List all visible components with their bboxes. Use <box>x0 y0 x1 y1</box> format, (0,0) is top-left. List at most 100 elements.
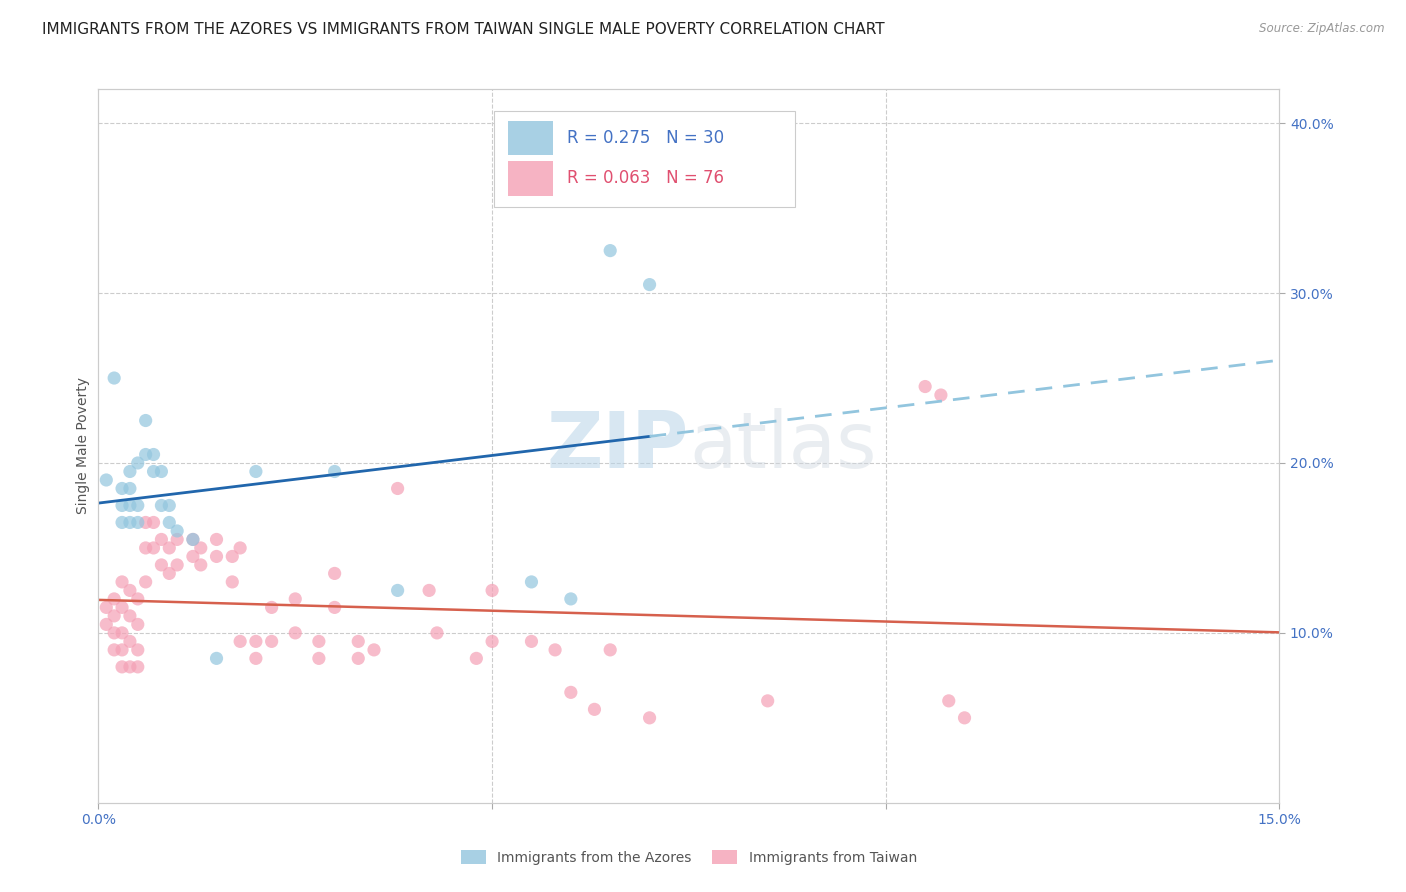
Point <box>347 651 370 665</box>
Point <box>103 643 125 657</box>
Point <box>387 583 409 598</box>
Point <box>111 499 134 513</box>
Point <box>96 473 118 487</box>
Point <box>118 660 141 674</box>
Point <box>96 617 118 632</box>
Point <box>308 651 330 665</box>
Text: R = 0.063   N = 76: R = 0.063 N = 76 <box>567 169 724 187</box>
Point <box>181 549 204 564</box>
Point <box>481 634 503 648</box>
Point <box>157 499 180 513</box>
Point <box>756 694 779 708</box>
Text: ZIP: ZIP <box>547 408 689 484</box>
Point <box>103 591 125 606</box>
Text: Source: ZipAtlas.com: Source: ZipAtlas.com <box>1260 22 1385 36</box>
Point <box>323 465 346 479</box>
Point <box>560 685 582 699</box>
Point <box>284 626 307 640</box>
Point <box>308 634 330 648</box>
Point <box>166 558 188 572</box>
Point <box>560 591 582 606</box>
Point <box>929 388 952 402</box>
Point <box>135 448 157 462</box>
Point <box>111 626 134 640</box>
Point <box>111 660 134 674</box>
Point <box>599 244 621 258</box>
Point <box>181 533 204 547</box>
Point <box>260 634 283 648</box>
Point <box>157 516 180 530</box>
Point <box>118 465 141 479</box>
FancyBboxPatch shape <box>494 111 796 207</box>
Point <box>166 524 188 538</box>
Point <box>323 600 346 615</box>
Point <box>111 574 134 589</box>
FancyBboxPatch shape <box>508 161 553 195</box>
Point <box>135 413 157 427</box>
Point <box>111 600 134 615</box>
Point <box>111 482 134 496</box>
Point <box>103 371 125 385</box>
Point <box>157 541 180 555</box>
Point <box>205 651 228 665</box>
Point <box>142 541 165 555</box>
Point <box>127 643 149 657</box>
Point <box>135 516 157 530</box>
Point <box>387 482 409 496</box>
Point <box>190 558 212 572</box>
Point <box>103 608 125 623</box>
Point <box>245 465 267 479</box>
Point <box>96 600 118 615</box>
Point <box>142 516 165 530</box>
Point <box>111 516 134 530</box>
Point <box>127 456 149 470</box>
Point <box>638 277 661 292</box>
Point <box>150 558 173 572</box>
Point <box>245 651 267 665</box>
Point <box>426 626 449 640</box>
Point <box>520 634 543 648</box>
FancyBboxPatch shape <box>508 120 553 155</box>
Point <box>914 379 936 393</box>
Legend: Immigrants from the Azores, Immigrants from Taiwan: Immigrants from the Azores, Immigrants f… <box>456 845 922 871</box>
Point <box>347 634 370 648</box>
Point <box>118 583 141 598</box>
Point <box>111 643 134 657</box>
Point <box>465 651 488 665</box>
Point <box>127 591 149 606</box>
Point <box>284 591 307 606</box>
Point <box>118 482 141 496</box>
Point <box>520 574 543 589</box>
Text: R = 0.275   N = 30: R = 0.275 N = 30 <box>567 128 724 146</box>
Point <box>118 608 141 623</box>
Point <box>323 566 346 581</box>
Point <box>150 533 173 547</box>
Point <box>118 634 141 648</box>
Point <box>166 533 188 547</box>
Point <box>205 533 228 547</box>
Point <box>157 566 180 581</box>
Point <box>363 643 385 657</box>
Point <box>142 448 165 462</box>
Point <box>544 643 567 657</box>
Point <box>638 711 661 725</box>
Point <box>118 499 141 513</box>
Point <box>150 499 173 513</box>
Point <box>229 541 252 555</box>
Point <box>127 660 149 674</box>
Point <box>221 574 243 589</box>
Point <box>142 465 165 479</box>
Point <box>127 516 149 530</box>
Point <box>205 549 228 564</box>
Point <box>150 465 173 479</box>
Point <box>181 533 204 547</box>
Point <box>953 711 976 725</box>
Point <box>103 626 125 640</box>
Point <box>135 574 157 589</box>
Text: atlas: atlas <box>689 408 876 484</box>
Point <box>221 549 243 564</box>
Point <box>118 516 141 530</box>
Y-axis label: Single Male Poverty: Single Male Poverty <box>76 377 90 515</box>
Point <box>190 541 212 555</box>
Point <box>481 583 503 598</box>
